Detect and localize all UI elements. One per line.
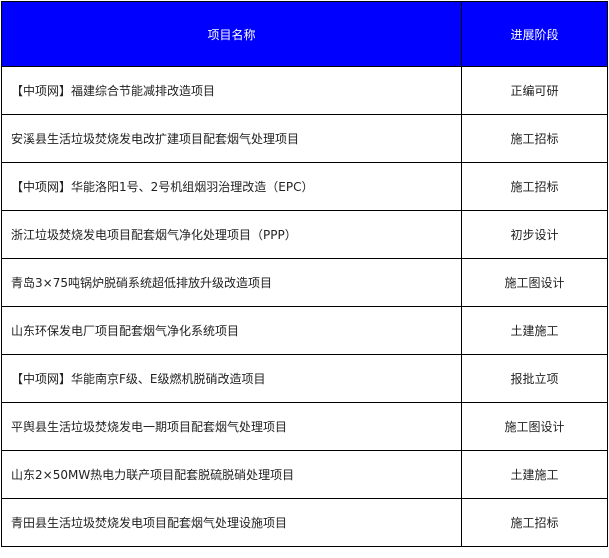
stage-cell: 报批立项 — [461, 354, 608, 403]
header-stage: 进展阶段 — [461, 1, 608, 67]
project-name-cell: 青田县生活垃圾焚烧发电项目配套烟气处理设施项目 — [1, 498, 462, 547]
project-name-cell: 浙江垃圾焚烧发电项目配套烟气净化处理项目（PPP） — [1, 210, 462, 259]
stage-cell: 施工招标 — [461, 162, 608, 211]
project-name-cell: 平舆县生活垃圾焚烧发电一期项目配套烟气处理项目 — [1, 402, 462, 451]
table-row: 青田县生活垃圾焚烧发电项目配套烟气处理设施项目 施工招标 — [1, 498, 608, 547]
table-row: 【中项网】华能南京F级、E级燃机脱硝改造项目 报批立项 — [1, 354, 608, 403]
project-name-cell: 【中项网】福建综合节能减排改造项目 — [1, 66, 462, 115]
stage-cell: 施工图设计 — [461, 258, 608, 307]
stage-cell: 土建施工 — [461, 306, 608, 355]
stage-cell: 土建施工 — [461, 450, 608, 499]
project-name-cell: 青岛3×75吨锅炉脱硝系统超低排放升级改造项目 — [1, 258, 462, 307]
table-row: 平舆县生活垃圾焚烧发电一期项目配套烟气处理项目 施工图设计 — [1, 402, 608, 451]
stage-cell: 施工图设计 — [461, 402, 608, 451]
projects-table: 项目名称 进展阶段 【中项网】福建综合节能减排改造项目 正编可研 安溪县生活垃圾焚烧… — [1, 1, 608, 547]
table-row: 山东环保发电厂项目配套烟气净化系统项目 土建施工 — [1, 306, 608, 355]
project-name-cell: 安溪县生活垃圾焚烧发电改扩建项目配套烟气处理项目 — [1, 114, 462, 163]
table-row: 青岛3×75吨锅炉脱硝系统超低排放升级改造项目 施工图设计 — [1, 258, 608, 307]
header-project-name: 项目名称 — [1, 1, 462, 67]
stage-cell: 施工招标 — [461, 114, 608, 163]
stage-cell: 施工招标 — [461, 498, 608, 547]
table-row: 安溪县生活垃圾焚烧发电改扩建项目配套烟气处理项目 施工招标 — [1, 114, 608, 163]
table-row: 山东2×50MW热电力联产项目配套脱硫脱硝处理项目 土建施工 — [1, 450, 608, 499]
project-name-cell: 山东环保发电厂项目配套烟气净化系统项目 — [1, 306, 462, 355]
project-name-cell: 【中项网】华能洛阳1号、2号机组烟羽治理改造（EPC） — [1, 162, 462, 211]
table-row: 【中项网】华能洛阳1号、2号机组烟羽治理改造（EPC） 施工招标 — [1, 162, 608, 211]
stage-cell: 初步设计 — [461, 210, 608, 259]
table-row: 【中项网】福建综合节能减排改造项目 正编可研 — [1, 66, 608, 115]
project-name-cell: 【中项网】华能南京F级、E级燃机脱硝改造项目 — [1, 354, 462, 403]
table-row: 浙江垃圾焚烧发电项目配套烟气净化处理项目（PPP） 初步设计 — [1, 210, 608, 259]
project-name-cell: 山东2×50MW热电力联产项目配套脱硫脱硝处理项目 — [1, 450, 462, 499]
stage-cell: 正编可研 — [461, 66, 608, 115]
header-row: 项目名称 进展阶段 — [1, 1, 608, 67]
